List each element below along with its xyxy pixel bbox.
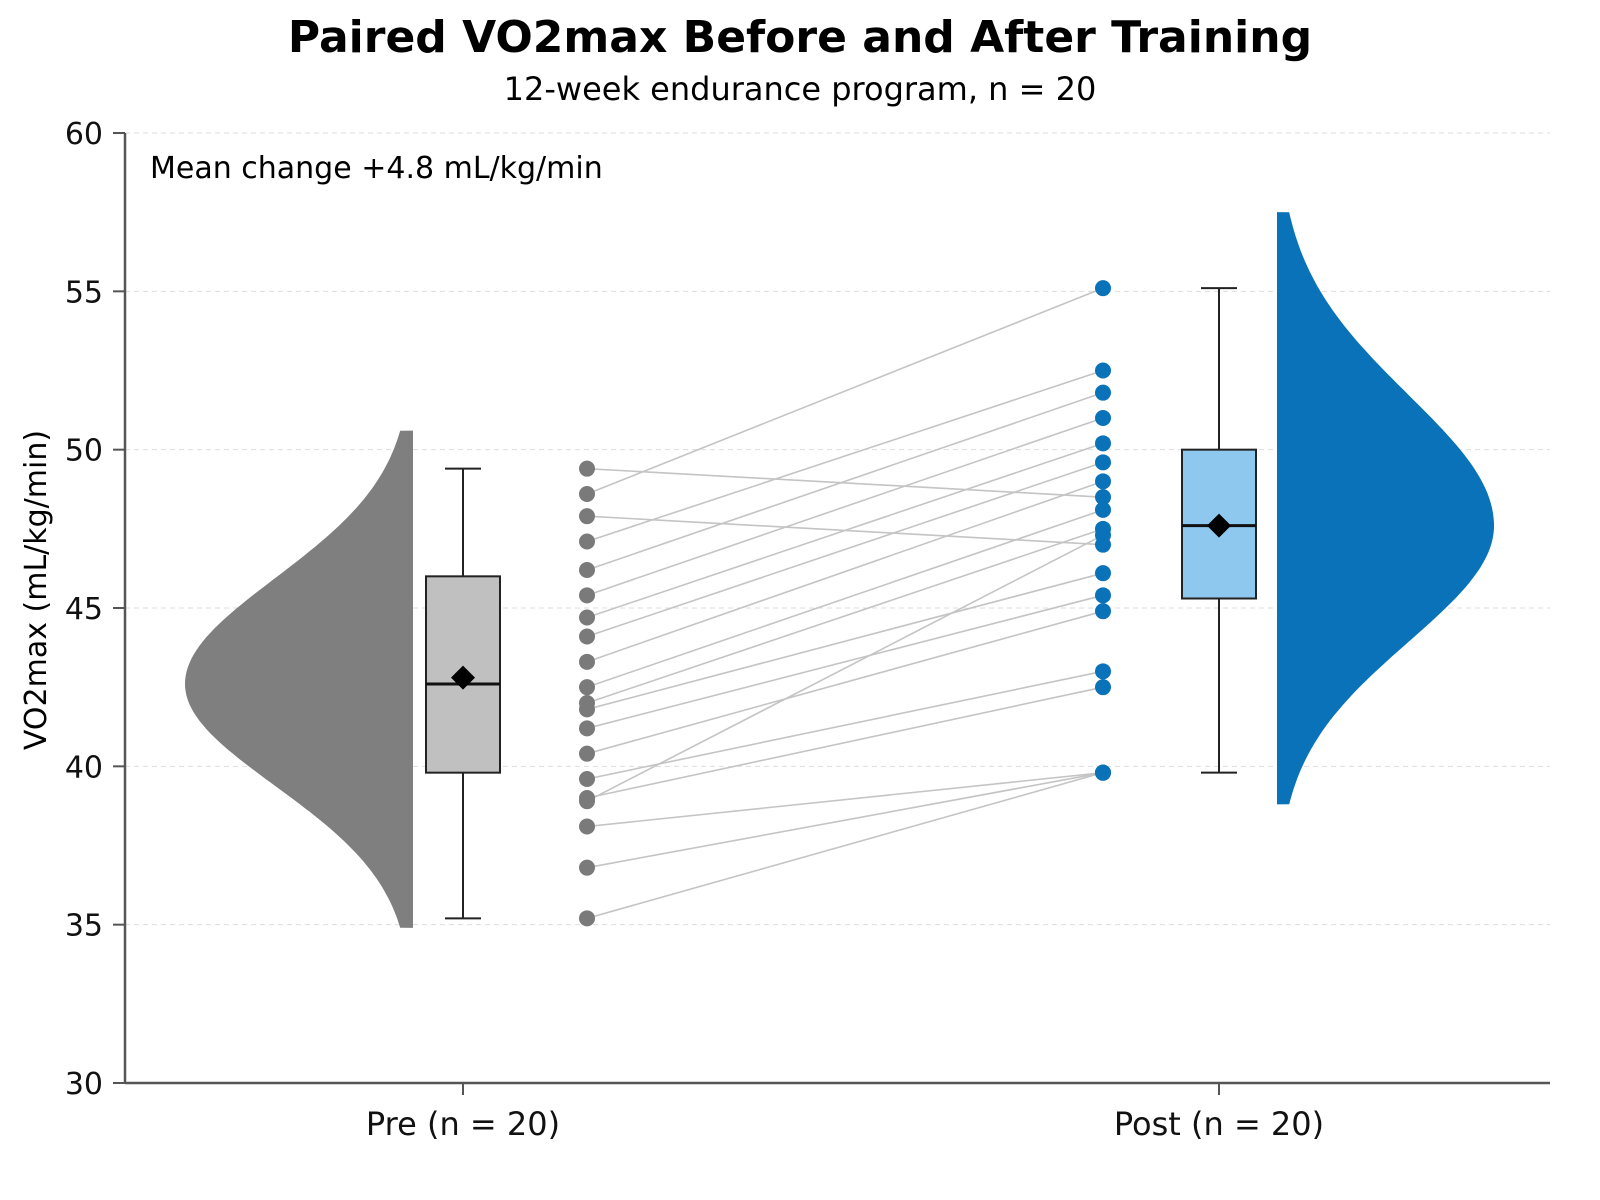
post-point (1095, 603, 1111, 620)
post-point (1095, 527, 1111, 544)
paired-line (586, 771, 1104, 828)
pre-point (579, 818, 595, 835)
data-points (579, 280, 1111, 927)
pre-density-cloud (185, 430, 413, 928)
y-tick-label: 45 (65, 592, 103, 627)
pre-point (579, 859, 595, 876)
pre-point (579, 562, 595, 578)
post-point (1095, 679, 1111, 696)
pre-mean-marker (451, 665, 475, 690)
post-point (1095, 663, 1111, 680)
paired-line (586, 442, 1104, 619)
post-mean-marker (1207, 513, 1231, 538)
pre-point (579, 628, 595, 645)
y-tick-label: 55 (65, 275, 103, 310)
chart-title: Paired VO2max Before and After Training (288, 12, 1312, 63)
pre-point (579, 533, 595, 550)
paired-line (586, 528, 1104, 704)
chart-subtitle: 12-week endurance program, n = 20 (504, 70, 1097, 108)
paired-line (586, 369, 1104, 543)
paired-line (586, 610, 1104, 755)
post-point (1095, 501, 1111, 518)
pre-point (579, 609, 595, 626)
paired-line (586, 572, 1104, 711)
post-point (1095, 384, 1111, 401)
pre-point (579, 508, 595, 525)
pre-point (579, 771, 595, 787)
paired-line (586, 771, 1104, 920)
post-point (1095, 764, 1111, 781)
paired-line (586, 509, 1104, 688)
paired-line (586, 417, 1104, 597)
paired-line (586, 670, 1104, 780)
paired-line (586, 594, 1104, 730)
y-tick-label: 30 (65, 1067, 103, 1102)
post-point (1095, 454, 1111, 471)
post-point (1095, 435, 1111, 452)
density-clouds (185, 212, 1494, 928)
post-point (1095, 473, 1111, 490)
pre-point (579, 587, 595, 604)
pre-point (579, 701, 595, 718)
axes: 30 35 40 45 50 55 60 Pre (n = 20) Post (n = 20) (65, 117, 1550, 1143)
pre-point (579, 679, 595, 696)
paired-line (586, 391, 1104, 571)
post-point (1095, 280, 1111, 297)
paired-line (586, 480, 1104, 663)
mean-change-annotation: Mean change +4.8 mL/kg/min (150, 151, 603, 186)
paired-line (586, 686, 1104, 799)
x-tick-label: Post (n = 20) (1114, 1105, 1324, 1143)
post-point (1095, 565, 1111, 582)
post-point (1095, 587, 1111, 604)
pre-point (579, 486, 595, 502)
y-tick-label: 40 (65, 750, 103, 785)
y-tick-label: 60 (65, 117, 103, 152)
post-point (1095, 410, 1111, 426)
y-axis-label: VO2max (mL/kg/min) (19, 430, 54, 750)
pre-point (579, 910, 595, 927)
paired-line (586, 461, 1104, 638)
post-point (1095, 489, 1111, 506)
pre-point (579, 460, 595, 477)
pre-point (579, 793, 595, 810)
pre-point (579, 720, 595, 737)
paired-line (586, 771, 1104, 869)
post-point (1095, 362, 1111, 379)
pre-point (579, 745, 595, 762)
y-tick-label: 50 (65, 434, 103, 469)
pre-point (579, 653, 595, 670)
paired-line (586, 534, 1104, 802)
y-tick-label: 35 (65, 909, 103, 944)
paired-lines (586, 287, 1104, 920)
post-density-cloud (1277, 212, 1494, 805)
box-plots (425, 287, 1257, 920)
paired-line (586, 287, 1104, 495)
paired-line (586, 467, 1104, 498)
x-tick-label: Pre (n = 20) (366, 1105, 560, 1143)
